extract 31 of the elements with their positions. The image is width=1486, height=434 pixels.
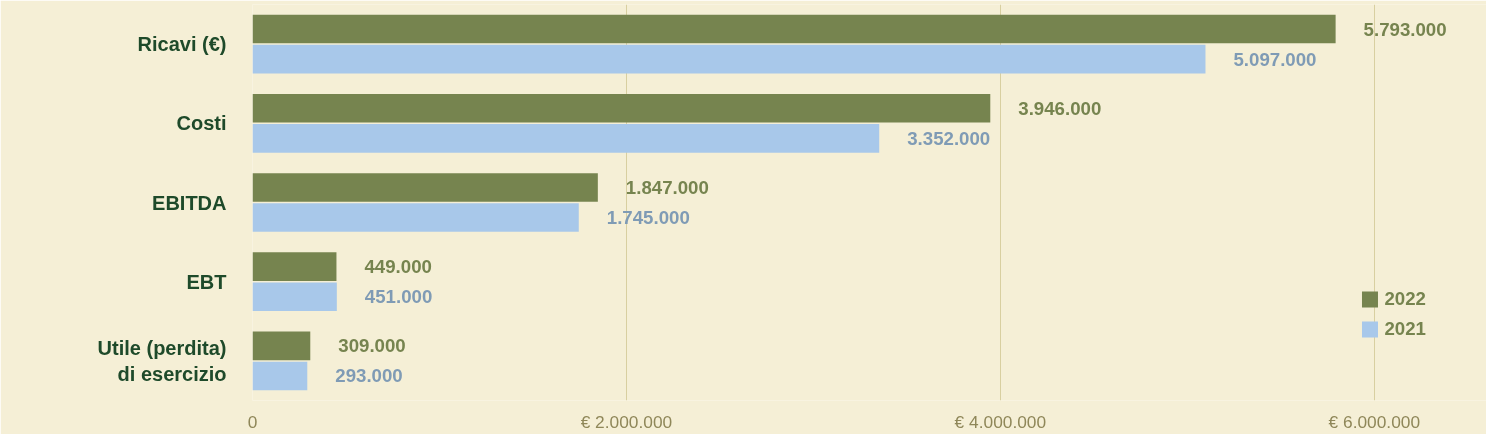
x-tick-label: € 2.000.000 — [580, 411, 673, 432]
data-label: 449.000 — [364, 256, 432, 278]
x-tick-label: € 6.000.000 — [1328, 411, 1421, 432]
y-tick-label: EBITDA — [152, 191, 227, 214]
legend-label: 2021 — [1384, 318, 1426, 340]
data-label: 5.793.000 — [1363, 18, 1447, 40]
bar — [252, 361, 308, 391]
data-label: 1.847.000 — [625, 176, 709, 198]
bar — [252, 203, 579, 232]
data-label: 451.000 — [364, 286, 433, 308]
data-label: 1.745.000 — [606, 207, 690, 229]
bar — [252, 93, 991, 123]
bar — [252, 124, 880, 153]
y-tick-label: Costi — [176, 112, 227, 135]
data-label: 293.000 — [335, 365, 403, 387]
data-label: 5.097.000 — [1233, 48, 1317, 70]
data-label: 309.000 — [338, 335, 406, 357]
y-tick-label: Utile (perdita) di esercizio — [97, 336, 227, 386]
legend-label: 2022 — [1384, 288, 1426, 310]
data-label: 3.946.000 — [1018, 97, 1102, 119]
bar — [252, 173, 598, 202]
bar — [252, 252, 337, 281]
bar — [252, 44, 1206, 74]
data-label: 3.352.000 — [907, 127, 991, 149]
y-tick-label: Ricavi (€) — [137, 33, 227, 56]
bar — [252, 282, 337, 312]
x-tick-label: € 4.000.000 — [954, 411, 1047, 432]
x-tick-label: 0 — [247, 411, 258, 432]
bar — [252, 14, 1336, 44]
bar — [252, 331, 311, 361]
y-tick-label: EBT — [186, 270, 227, 293]
